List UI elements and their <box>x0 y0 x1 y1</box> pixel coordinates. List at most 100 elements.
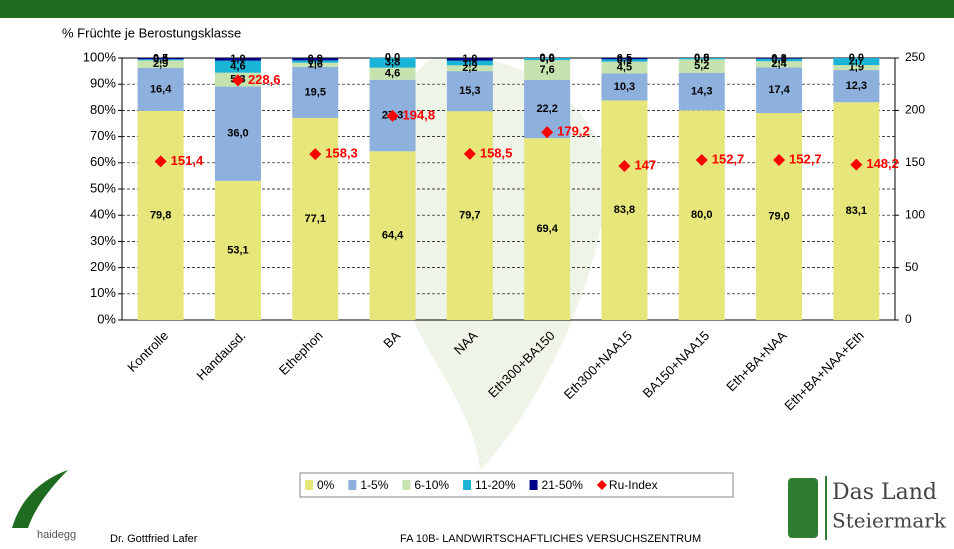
legend-label: 21-50% <box>542 478 584 492</box>
bar-segment <box>369 57 416 68</box>
bar-segment <box>756 61 803 68</box>
bar-value-label: 64,4 <box>382 230 404 242</box>
bar-value-label: 77,1 <box>305 213 326 225</box>
bar-value-label: 2,4 <box>771 58 787 70</box>
x-tick-label: Eth+BA+NAA+Eth <box>781 328 866 413</box>
ru-index-label: 194,8 <box>403 107 436 122</box>
y-tick-label: 70% <box>90 128 116 143</box>
y-tick-label: 60% <box>90 154 116 169</box>
bar-segment <box>601 59 648 62</box>
legend-label: 6-10% <box>414 478 449 492</box>
bar-segment <box>369 151 416 320</box>
bar-segment <box>601 58 648 60</box>
bar-segment <box>446 60 493 66</box>
legend-label: 1-5% <box>360 478 388 492</box>
bar-segment <box>833 70 880 103</box>
bar-segment <box>214 86 261 181</box>
bar-segment <box>833 65 880 71</box>
bar-value-label: 4,5 <box>617 61 632 73</box>
ru-index-marker <box>541 126 554 139</box>
bar-segment <box>369 67 416 80</box>
bar-segment <box>524 138 571 320</box>
bar-value-label: 3,8 <box>385 57 400 69</box>
y-tick-label: 50% <box>90 180 116 195</box>
ru-index-marker <box>850 158 863 171</box>
y2-tick-label: 100 <box>905 207 925 221</box>
ru-index-label: 152,7 <box>789 151 822 166</box>
institute: FA 10B- LANDWIRTSCHAFTLICHES VERSUCHSZEN… <box>400 533 701 545</box>
ru-index-marker <box>386 109 399 122</box>
bar-segment <box>446 111 493 320</box>
bar-value-label: 83,8 <box>614 204 635 216</box>
ru-index-label: 151,4 <box>171 153 204 168</box>
bar-segment <box>214 60 261 73</box>
x-tick-label: Ethephon <box>276 328 326 378</box>
bar-value-label: 0,0 <box>849 52 864 64</box>
bar-value-label: 14,3 <box>691 86 712 98</box>
bar-segment <box>137 67 184 111</box>
legend-box <box>299 472 734 498</box>
y-tick-label: 30% <box>90 233 116 248</box>
bar-value-label: 0,4 <box>153 54 169 66</box>
bar-segment <box>601 61 648 74</box>
logo-text: haidegg <box>37 529 76 541</box>
bar-segment <box>678 59 725 73</box>
bar-segment <box>292 62 339 67</box>
bar-value-label: 0,8 <box>540 53 555 65</box>
bar-segment <box>756 67 803 114</box>
bar-segment <box>292 66 339 118</box>
y-tick-label: 90% <box>90 76 116 91</box>
bar-segment <box>214 180 261 320</box>
legend-label: 11-20% <box>475 478 516 492</box>
y-tick-label: 20% <box>90 259 116 274</box>
bar-value-label: 69,4 <box>536 223 558 235</box>
bar-value-label: 83,1 <box>846 205 867 217</box>
y2-tick-label: 0 <box>905 312 912 326</box>
x-tick-label: Handausd. <box>193 328 248 383</box>
legend-label: Ru-Index <box>609 478 658 492</box>
ru-index-label: 179,2 <box>557 124 590 139</box>
bar-value-label: 5,2 <box>694 60 709 72</box>
bar-value-label: 79,8 <box>150 209 171 221</box>
bar-value-label: 19,5 <box>305 86 326 98</box>
y-tick-label: 10% <box>90 285 116 300</box>
bar-value-label: 0,5 <box>153 53 168 65</box>
bar-segment <box>524 58 571 61</box>
bar-value-label: 0,0 <box>385 52 400 64</box>
bar-value-label: 0,3 <box>771 52 786 64</box>
bar-value-label: 79,0 <box>768 210 789 222</box>
bar-segment <box>292 58 339 61</box>
y2-tick-label: 250 <box>905 50 925 64</box>
bar-segment <box>756 58 803 62</box>
bar-segment <box>833 102 880 320</box>
ru-index-marker <box>618 159 631 172</box>
bar-segment <box>833 58 880 66</box>
y2-tick-label: 200 <box>905 103 925 117</box>
bar-value-label: 2,7 <box>849 55 864 67</box>
legend-swatch <box>529 480 538 490</box>
legend: 0% 1-5% 6-10% 11-20% 21-50% Ru-Index <box>305 478 658 492</box>
brand-line1: Das Land <box>832 480 937 505</box>
y-tick-label: 80% <box>90 102 116 117</box>
legend-swatch <box>402 480 411 490</box>
y-axis-title: % Früchte je Berostungsklasse <box>62 25 241 40</box>
bar-value-label: 16,4 <box>150 83 172 95</box>
legend-swatch <box>463 480 472 490</box>
bar-value-label: 36,0 <box>227 128 248 140</box>
ru-index-label: 228,6 <box>248 72 281 87</box>
bar-segment <box>756 113 803 321</box>
bar-segment <box>524 60 571 81</box>
ru-index-label: 158,3 <box>325 146 358 161</box>
bar-value-label: 79,7 <box>459 209 480 221</box>
bar-segment <box>601 100 648 320</box>
bar-value-label: 17,4 <box>768 84 790 96</box>
bar-value-label: 12,3 <box>846 80 867 92</box>
bar-value-label: 0,9 <box>771 54 786 66</box>
bar-value-label: 2,9 <box>153 58 168 70</box>
x-tick-label: Eth+BA+NAA <box>723 328 790 395</box>
bar-value-label: 4,6 <box>385 68 400 80</box>
bar-value-label: 1,8 <box>462 57 477 69</box>
bar-segment <box>756 58 803 59</box>
bar-value-label: 22,2 <box>536 103 557 115</box>
